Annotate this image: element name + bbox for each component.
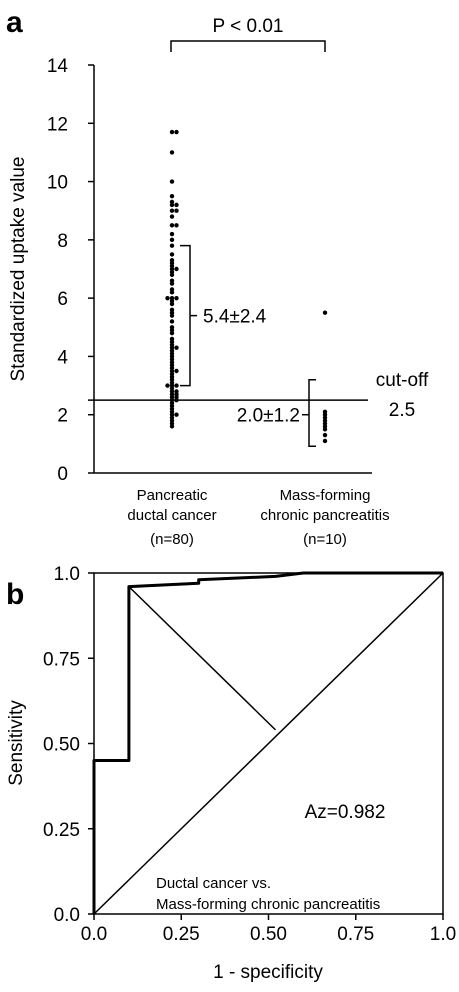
ductal-cancer-point [165,295,170,301]
ductal-cancer-point [169,150,175,155]
a-y-tick-label: 14 [47,56,69,77]
ductal-cancer-point [165,383,170,388]
youden-line [128,586,277,731]
ductal-cancer-point [169,424,175,429]
a-y-tick-label: 4 [57,347,68,368]
cutoff-label: cut-off [376,370,429,391]
b-x-tick-label: 1.0 [430,924,456,945]
panel-label-b: b [6,578,24,611]
a-y-tick-label: 8 [57,231,68,252]
ductal-cancer-point [169,301,175,307]
ductal-cancer-point [169,313,175,318]
panel-b-roc: 0.0 0.25 0.50 0.75 1.0 0.0 0.25 0.50 0.75 1.0 Se… [6,564,456,983]
ductal-cancer-point [174,223,179,228]
a-y-tick-label: 0 [57,464,68,485]
panel-a-scatter: 0 2 4 6 8 10 12 14 Standardized uptake value P … [8,16,429,548]
ductal-cancer-point [174,368,179,374]
ductal-cancer-point [169,237,175,243]
b-y-tick-label: 0.0 [54,905,80,926]
ductal-cancer-point [174,202,179,208]
cutoff-value-label: 2.5 [389,400,415,421]
pancreatitis-point [322,427,328,432]
b-y-axis-title: Sensitivity [6,700,27,786]
category-2-line2: chronic pancreatitis [260,507,389,524]
pancreatitis-point [322,438,328,444]
a-y-axis-title: Standardized uptake value [8,157,29,382]
ductal-cancer-point [169,193,175,199]
ductal-cancer-point [169,179,175,184]
category-2-line3: (n=10) [303,531,347,548]
b-y-tick-label: 1.0 [54,564,80,585]
ductal-cancer-point [174,397,179,403]
b-x-tick-label: 0.75 [337,924,374,945]
pancreatitis-point [322,310,328,315]
category-1-line3: (n=80) [150,531,194,548]
ductal-cancer-point [169,319,175,324]
b-y-ticks: 0.0 0.25 0.50 0.75 1.0 [43,564,94,926]
ductal-cancer-point [174,295,179,301]
ductal-cancer-point [169,330,175,336]
b-x-tick-label: 0.0 [81,924,107,945]
ductal-cancer-point [169,281,175,286]
category-2-line1: Mass-forming [280,487,371,504]
ductal-cancer-point [169,223,175,228]
az-annotation: Az=0.982 [305,802,386,823]
b-y-tick-label: 0.25 [43,820,80,841]
a-y-tick-label: 2 [57,406,68,427]
ductal-cancer-point [174,266,179,272]
ductal-cancer-point [169,290,175,295]
a-y-tick-label: 12 [47,114,68,135]
ductal-cancer-point [174,129,179,135]
significance-bracket [170,40,326,52]
roc-note-line1: Ductal cancer vs. [156,875,271,892]
group1-sd-bracket [180,244,191,387]
pancreatitis-point [322,432,328,438]
category-1-line1: Pancreatic [137,487,208,504]
ductal-cancer-point [169,243,175,248]
b-y-tick-label: 0.75 [43,649,80,670]
ductal-cancer-point [169,129,175,135]
panel-label-a: a [6,6,23,39]
ductal-cancer-point [169,202,175,208]
ductal-cancer-point [174,412,179,417]
b-y-tick-label: 0.50 [43,735,80,756]
significance-label: P < 0.01 [213,16,284,37]
ductal-cancer-point [169,252,175,257]
ductal-cancer-point [169,214,175,219]
roc-note-line2: Mass-forming chronic pancreatitis [156,896,380,913]
a-y-ticks: 0 2 4 6 8 10 12 14 [47,56,94,485]
b-x-tick-label: 0.50 [250,924,287,945]
category-1-line2: ductal cancer [127,507,216,524]
group2-sd-bracket [308,378,316,447]
group2-summary-label: 2.0±1.2 [237,406,300,427]
ductal-cancer-point [174,383,179,388]
b-x-ticks: 0.0 0.25 0.50 0.75 1.0 [81,914,456,945]
b-x-tick-label: 0.25 [163,924,200,945]
ductal-cancer-point [169,208,175,213]
b-x-axis-title: 1 - specificity [213,962,323,983]
ductal-cancer-point [169,231,175,237]
group1-summary-label: 5.4±2.4 [203,307,267,328]
a-y-tick-label: 10 [47,173,68,194]
ductal-cancer-point [174,208,179,213]
roc-curve [92,571,443,914]
a-y-tick-label: 6 [57,289,68,310]
ductal-cancer-point [174,345,179,350]
reference-diagonal-line [93,572,444,915]
ductal-cancer-point [169,272,175,278]
a-data-points [165,129,328,444]
